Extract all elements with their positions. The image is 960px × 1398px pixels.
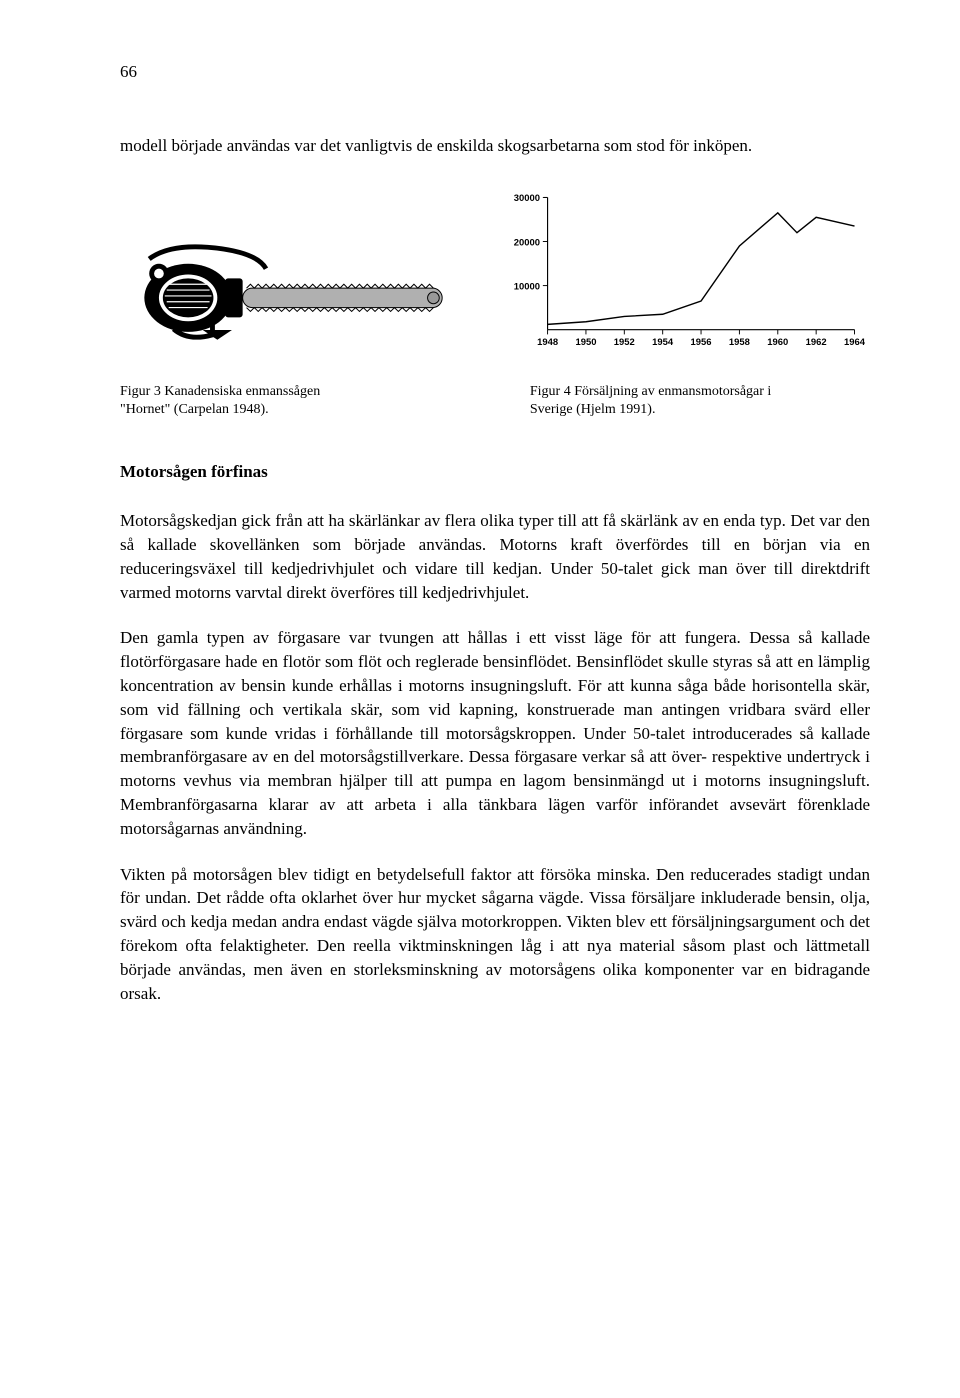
svg-text:1960: 1960 [768,336,789,347]
caption-right-line2: Sverige (Hjelm 1991). [530,402,656,417]
svg-text:1954: 1954 [653,336,675,347]
paragraph-3: Vikten på motorsågen blev tidigt en bety… [120,863,870,1006]
paragraph-1: Motorsågskedjan gick från att ha skärlän… [120,509,870,604]
svg-text:20000: 20000 [514,237,540,248]
svg-text:1950: 1950 [576,336,597,347]
captions-row: Figur 3 Kanadensiska enmanssågen "Hornet… [120,383,870,421]
caption-left-line2: "Hornet" (Carpelan 1948). [120,402,269,417]
caption-figure-4: Figur 4 Försäljning av enmansmotorsågar … [490,383,870,421]
svg-text:1956: 1956 [691,336,712,347]
figures-row: 10000 20000 30000 1948 1950 1952 1954 1956 1958 1… [120,188,870,358]
svg-text:30000: 30000 [514,193,540,204]
chainsaw-illustration [120,228,470,358]
svg-text:1952: 1952 [614,336,635,347]
svg-text:1962: 1962 [806,336,827,347]
sales-chart: 10000 20000 30000 1948 1950 1952 1954 1956 1958 1… [490,188,870,358]
svg-text:10000: 10000 [514,281,540,292]
caption-right-line1: Figur 4 Försäljning av enmansmotorsågar … [530,384,771,399]
section-heading: Motorsågen förfinas [120,460,870,484]
paragraph-2: Den gamla typen av förgasare var tvungen… [120,626,870,840]
caption-figure-3: Figur 3 Kanadensiska enmanssågen "Hornet… [120,383,470,421]
svg-text:1958: 1958 [729,336,750,347]
figure-chainsaw [120,228,470,358]
intro-paragraph: modell började användas var det vanligtv… [120,134,870,158]
caption-left-line1: Figur 3 Kanadensiska enmanssågen [120,384,320,399]
figure-chart: 10000 20000 30000 1948 1950 1952 1954 1956 1958 1… [490,188,870,358]
page-number: 66 [120,60,870,84]
svg-text:1948: 1948 [537,336,558,347]
svg-text:1964: 1964 [844,336,866,347]
